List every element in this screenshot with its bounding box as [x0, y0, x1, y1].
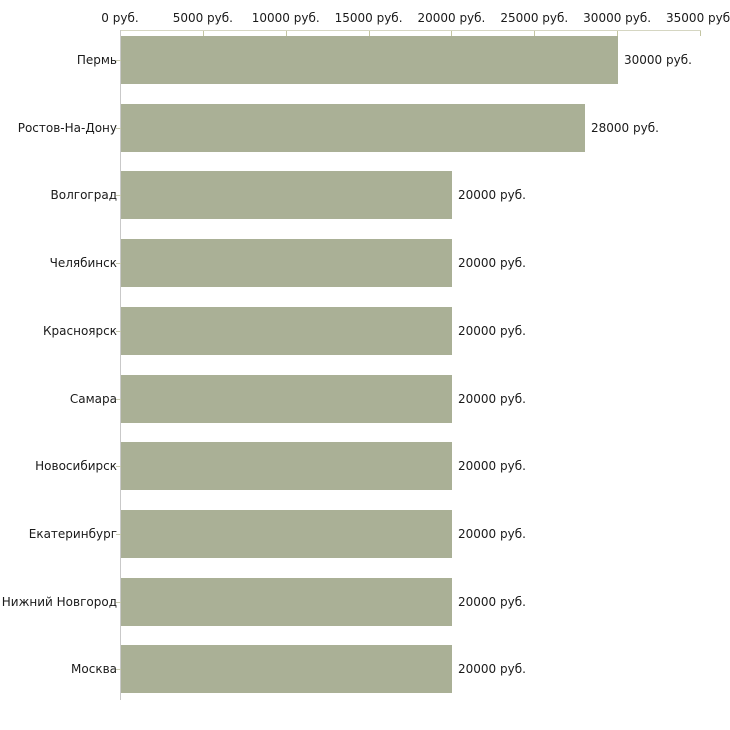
- category-label: Нижний Новгород: [1, 595, 117, 609]
- x-axis-tick-label: 30000 руб.: [583, 11, 652, 25]
- category-tick-mark: [116, 195, 121, 196]
- y-axis-line: [120, 30, 121, 700]
- bar-value-label: 20000 руб.: [458, 595, 526, 609]
- category-label: Пермь: [76, 53, 117, 67]
- x-axis-tick-mark: [286, 31, 287, 36]
- x-axis-tick-mark: [534, 31, 535, 36]
- category-tick-mark: [116, 263, 121, 264]
- x-axis-tick-label: 35000 руб.: [666, 11, 730, 25]
- bar-value-label: 30000 руб.: [624, 53, 692, 67]
- category-tick-mark: [116, 534, 121, 535]
- category-label: Волгоград: [50, 188, 117, 202]
- x-axis-tick-label: 20000 руб.: [417, 11, 486, 25]
- bar: [121, 442, 452, 490]
- x-axis-tick-mark: [617, 31, 618, 36]
- category-label: Новосибирск: [35, 459, 117, 473]
- bar-row: Новосибирск 20000 руб.: [0, 442, 730, 490]
- bar: [121, 645, 452, 693]
- category-tick-mark: [116, 399, 121, 400]
- bar: [121, 239, 452, 287]
- x-axis-tick-label: 15000 руб.: [334, 11, 403, 25]
- category-tick-mark: [116, 466, 121, 467]
- bar: [121, 36, 618, 84]
- x-axis-tick-label: 10000 руб.: [251, 11, 320, 25]
- bar-value-label: 20000 руб.: [458, 324, 526, 338]
- bar-row: Нижний Новгород 20000 руб.: [0, 578, 730, 626]
- category-label: Ростов-На-Дону: [17, 121, 117, 135]
- bar-value-label: 20000 руб.: [458, 662, 526, 676]
- category-label: Екатеринбург: [28, 527, 117, 541]
- bar-value-label: 20000 руб.: [458, 392, 526, 406]
- bar-row: Екатеринбург 20000 руб.: [0, 510, 730, 558]
- bar-row: Ростов-На-Дону 28000 руб.: [0, 104, 730, 152]
- category-label: Челябинск: [49, 256, 117, 270]
- category-tick-mark: [116, 602, 121, 603]
- bar-value-label: 20000 руб.: [458, 527, 526, 541]
- x-axis-tick-label: 5000 руб.: [172, 11, 233, 25]
- bar: [121, 375, 452, 423]
- bar: [121, 171, 452, 219]
- bar: [121, 578, 452, 626]
- category-tick-mark: [116, 669, 121, 670]
- bar: [121, 510, 452, 558]
- bar-row: Самара 20000 руб.: [0, 375, 730, 423]
- category-label: Красноярск: [43, 324, 117, 338]
- bar-value-label: 20000 руб.: [458, 188, 526, 202]
- bar-value-label: 28000 руб.: [591, 121, 659, 135]
- x-axis-tick-mark: [700, 31, 701, 36]
- category-tick-mark: [116, 128, 121, 129]
- category-label: Москва: [71, 662, 117, 676]
- x-axis-tick-mark: [203, 31, 204, 36]
- bar: [121, 104, 585, 152]
- x-axis-tick-label: 0 руб.: [101, 11, 139, 25]
- category-tick-mark: [116, 60, 121, 61]
- x-axis-tick-mark: [369, 31, 370, 36]
- bar-value-label: 20000 руб.: [458, 459, 526, 473]
- category-tick-mark: [116, 331, 121, 332]
- x-axis-tick-label: 25000 руб.: [500, 11, 569, 25]
- bar-row: Красноярск 20000 руб.: [0, 307, 730, 355]
- bar-row: Челябинск 20000 руб.: [0, 239, 730, 287]
- bar-value-label: 20000 руб.: [458, 256, 526, 270]
- bar-row: Волгоград 20000 руб.: [0, 171, 730, 219]
- bar-row: Москва 20000 руб.: [0, 645, 730, 693]
- category-label: Самара: [69, 392, 117, 406]
- bar: [121, 307, 452, 355]
- x-axis-line: [120, 30, 701, 31]
- x-axis-tick-mark: [451, 31, 452, 36]
- bar-row: Пермь 30000 руб.: [0, 36, 730, 84]
